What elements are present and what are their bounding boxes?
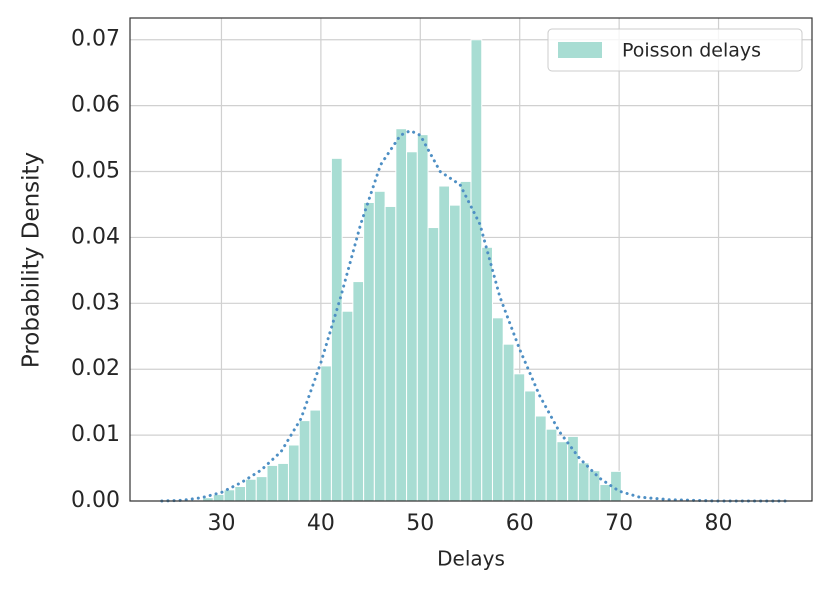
bar — [438, 185, 451, 502]
plot-frame — [129, 17, 813, 502]
bar — [352, 281, 365, 502]
x-tick-label: 70 — [605, 511, 633, 536]
x-tick-label: 60 — [506, 511, 534, 536]
x-tick-label: 30 — [207, 511, 235, 536]
bar — [567, 435, 579, 502]
legend-label: Poisson delays — [622, 40, 761, 62]
bar — [234, 486, 247, 502]
bar — [577, 462, 590, 502]
bar — [363, 202, 375, 502]
bar — [298, 420, 311, 502]
bar — [534, 415, 547, 502]
x-tick-label: 80 — [705, 511, 733, 536]
bar — [245, 478, 257, 502]
bar — [599, 484, 612, 502]
bar — [416, 134, 429, 502]
bar — [223, 489, 236, 502]
bar — [320, 365, 332, 502]
bar — [502, 343, 515, 502]
y-tick-label: 0.07 — [71, 27, 120, 52]
x-tick-label: 40 — [307, 511, 335, 536]
y-tick-label: 0.06 — [71, 93, 120, 118]
x-tick-label: 50 — [406, 511, 434, 536]
bar — [277, 462, 289, 502]
y-axis-label: Probability Density — [19, 152, 45, 368]
y-tick-label: 0.02 — [71, 356, 120, 381]
bar — [524, 390, 536, 502]
x-axis-label: Delays — [437, 547, 505, 571]
y-tick-label: 0.04 — [71, 224, 120, 249]
bar — [341, 310, 354, 502]
bar — [330, 157, 343, 502]
bar — [470, 39, 483, 502]
bar — [427, 227, 440, 502]
bar — [513, 373, 526, 502]
bar — [491, 317, 504, 502]
legend-box — [547, 28, 803, 72]
bar — [384, 205, 397, 502]
bar — [287, 444, 300, 502]
y-tick-label: 0.03 — [71, 290, 120, 315]
bar — [266, 464, 279, 502]
bar — [406, 151, 418, 502]
bar — [373, 190, 386, 502]
bar — [545, 428, 558, 502]
density-line — [160, 129, 790, 503]
y-tick-label: 0.01 — [71, 422, 120, 447]
bar — [556, 441, 569, 502]
y-tick-label: 0.00 — [71, 488, 120, 513]
bar — [588, 470, 601, 502]
bar — [255, 476, 268, 502]
bar — [212, 493, 225, 502]
legend-swatch — [558, 42, 602, 58]
bar — [309, 409, 322, 502]
bar — [459, 180, 472, 502]
bar — [395, 128, 408, 502]
y-tick-label: 0.05 — [71, 159, 120, 184]
bar — [449, 204, 461, 502]
bar — [481, 246, 493, 502]
